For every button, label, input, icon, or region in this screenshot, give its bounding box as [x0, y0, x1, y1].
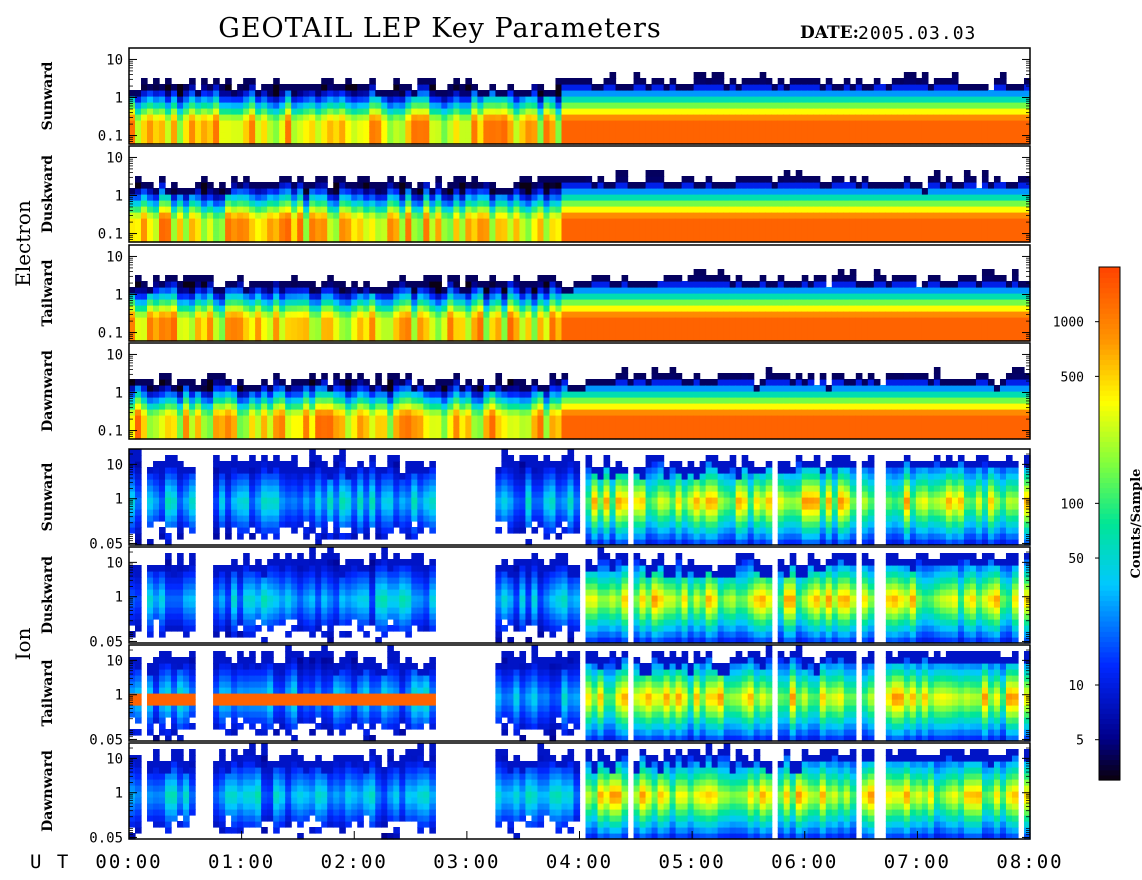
panel-ion-tailward: 10 1 0.05 Tailward	[40, 644, 1031, 748]
time-tick-label: 05:00	[659, 851, 726, 873]
panel-label: Duskward	[40, 155, 56, 233]
group-label: Electron	[11, 200, 35, 287]
time-tick-label: 04:00	[546, 851, 613, 873]
panel-ion-dawnward: 10 1 0.05 Dawnward	[40, 742, 1031, 846]
time-tick-label: 06:00	[771, 851, 838, 873]
date-value: 2005.03.03	[858, 23, 976, 44]
panel-label: Sunward	[40, 462, 56, 531]
y-tick-label: 1	[115, 492, 123, 508]
y-tick-label: 0.05	[89, 732, 123, 748]
panel-ion-sunward: 10 1 0.05 Sunward	[40, 448, 1031, 552]
y-tick-label: 0.05	[89, 830, 123, 846]
time-tick-label: 00:00	[95, 851, 162, 873]
colorbar-tick-label: 10	[1068, 679, 1084, 694]
panel-label: Tailward	[40, 659, 56, 726]
colorbar-tick-label: 500	[1061, 370, 1084, 385]
y-tick-label: 10	[106, 457, 123, 473]
colorbar: 1000 500 100 50 10 5 Counts/Sample	[1053, 266, 1142, 781]
date-label: DATE:	[800, 23, 859, 43]
y-tick-label: 0.1	[98, 129, 123, 145]
y-tick-label: 10	[106, 751, 123, 767]
y-tick-label: 1	[115, 590, 123, 606]
panel-ion-duskward: 10 1 0.05 Duskward	[40, 546, 1031, 650]
panel-label: Duskward	[40, 556, 56, 634]
panel-electron-dawnward: 10 1 0.1 Dawnward	[40, 342, 1031, 440]
colorbar-tick-label: 50	[1068, 552, 1084, 567]
panel-electron-duskward: 10 1 0.1 Duskward	[40, 145, 1031, 243]
y-tick-label: 10	[106, 249, 123, 265]
colorbar-tick-label: 5	[1076, 734, 1084, 749]
y-tick-label: 1	[115, 91, 123, 107]
y-tick-label: 0.1	[98, 424, 123, 440]
y-tick-label: 1	[115, 786, 123, 802]
time-tick-label: 08:00	[996, 851, 1063, 873]
colorbar-label: Counts/Sample	[1129, 469, 1142, 579]
time-tick-label: 01:00	[208, 851, 275, 873]
y-tick-label: 1	[115, 189, 123, 205]
panel-label: Tailward	[40, 259, 56, 326]
y-tick-label: 0.1	[98, 227, 123, 243]
panels-group: 10 1 0.1 Sunward 10 1 0.1 Duskward 10 1 0.1 Tailwar…	[11, 47, 1031, 846]
y-tick-label: 10	[106, 653, 123, 669]
panel-label: Dawnward	[40, 750, 56, 832]
y-tick-label: 0.1	[98, 326, 123, 342]
time-tick-label: 03:00	[433, 851, 500, 873]
time-axis: U T 00:00 01:00 02:00 03:00 04:00 05:00 06:00 0…	[30, 831, 1063, 873]
panel-electron-tailward: 10 1 0.1 Tailward	[40, 244, 1031, 342]
time-axis-label: U T	[30, 851, 70, 873]
y-tick-label: 0.05	[89, 634, 123, 650]
y-tick-label: 1	[115, 288, 123, 304]
panel-label: Sunward	[40, 61, 56, 130]
y-tick-label: 10	[106, 555, 123, 571]
y-tick-label: 10	[106, 150, 123, 166]
y-tick-label: 1	[115, 688, 123, 704]
y-tick-label: 1	[115, 386, 123, 402]
y-tick-label: 10	[106, 52, 123, 68]
time-tick-label: 07:00	[884, 851, 951, 873]
y-tick-label: 0.05	[89, 536, 123, 552]
colorbar-tick-label: 1000	[1053, 316, 1084, 331]
panel-label: Dawnward	[40, 350, 56, 432]
colorbar-tick-label: 100	[1061, 497, 1084, 512]
time-tick-label: 02:00	[321, 851, 388, 873]
panel-electron-sunward: 10 1 0.1 Sunward	[40, 47, 1031, 145]
group-label: Ion	[11, 627, 35, 660]
chart-title: GEOTAIL LEP Key Parameters	[218, 13, 662, 44]
y-tick-label: 10	[106, 347, 123, 363]
